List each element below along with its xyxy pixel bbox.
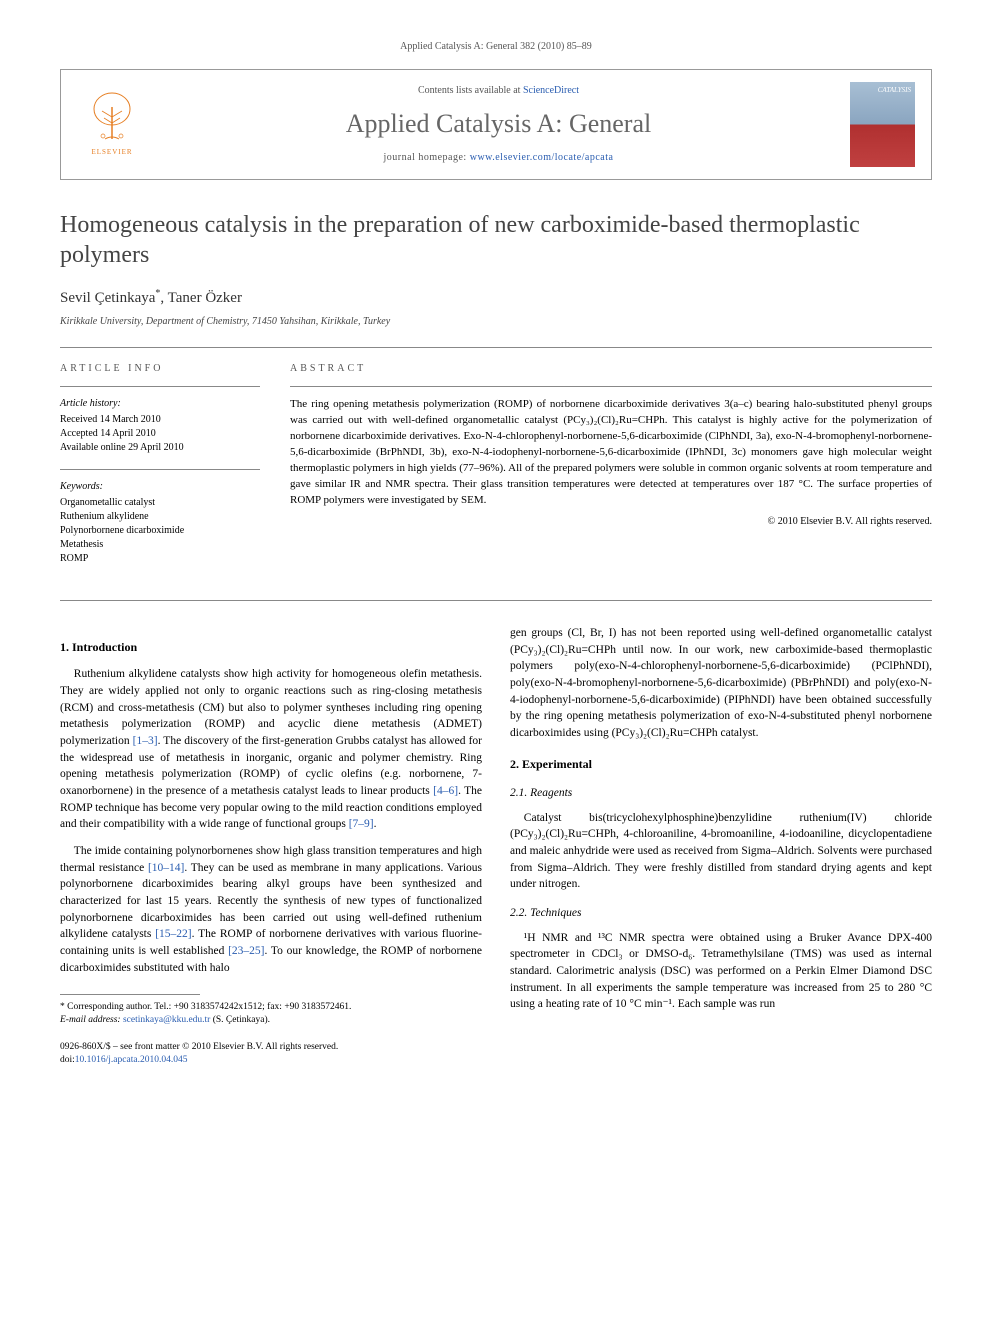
masthead-center: Contents lists available at ScienceDirec… (167, 84, 830, 164)
article-history-block: Article history: Received 14 March 2010 … (60, 397, 260, 455)
article-info-heading: article info (60, 362, 260, 376)
affiliation: Kirikkale University, Department of Chem… (60, 315, 932, 329)
intro-paragraph-2: The imide containing polynorbornenes sho… (60, 843, 482, 976)
section-heading-intro: 1. Introduction (60, 639, 482, 656)
footer-meta: 0926-860X/$ – see front matter © 2010 El… (60, 1041, 482, 1067)
corresponding-footnote: * Corresponding author. Tel.: +90 318357… (60, 1001, 482, 1027)
email-suffix: (S. Çetinkaya). (210, 1015, 270, 1025)
footnote-email-link[interactable]: scetinkaya@kku.edu.tr (123, 1015, 210, 1025)
email-label: E-mail address: (60, 1015, 123, 1025)
author-2: Taner Özker (168, 290, 242, 306)
sciencedirect-link[interactable]: ScienceDirect (523, 85, 579, 96)
subsection-heading-reagents: 2.1. Reagents (510, 785, 932, 802)
authors-line: Sevil Çetinkaya*, Taner Özker (60, 288, 932, 309)
elsevier-tree-icon (87, 91, 137, 146)
intro-paragraph-1: Ruthenium alkylidene catalysts show high… (60, 666, 482, 833)
journal-masthead: ELSEVIER Contents lists available at Sci… (60, 69, 932, 180)
journal-cover-thumbnail: CATALYSIS (850, 82, 915, 167)
elsevier-label: ELSEVIER (91, 148, 132, 158)
footer-doi-line: doi:10.1016/j.apcata.2010.04.045 (60, 1054, 482, 1067)
keyword: Ruthenium alkylidene (60, 510, 260, 524)
ref-link[interactable]: [23–25] (228, 945, 264, 957)
reagents-paragraph: Catalyst bis(tricyclohexylphosphine)benz… (510, 810, 932, 893)
author-separator: , (160, 290, 167, 306)
history-item: Received 14 March 2010 (60, 413, 260, 427)
footnote-email-line: E-mail address: scetinkaya@kku.edu.tr (S… (60, 1014, 482, 1027)
running-header: Applied Catalysis A: General 382 (2010) … (60, 40, 932, 54)
abstract-text: The ring opening metathesis polymerizati… (290, 397, 932, 509)
subsection-heading-techniques: 2.2. Techniques (510, 905, 932, 922)
doi-label: doi: (60, 1055, 75, 1065)
info-divider-2 (60, 469, 260, 470)
history-label: Article history: (60, 397, 260, 411)
body-columns: 1. Introduction Ruthenium alkylidene cat… (60, 625, 932, 1067)
article-title: Homogeneous catalysis in the preparation… (60, 210, 932, 270)
divider-bottom (60, 600, 932, 601)
cover-label: CATALYSIS (878, 86, 911, 96)
abstract-column: abstract The ring opening metathesis pol… (290, 362, 932, 580)
contents-prefix: Contents lists available at (418, 85, 523, 96)
keyword: ROMP (60, 552, 260, 566)
footnote-separator (60, 994, 200, 995)
footnote-corr: * Corresponding author. Tel.: +90 318357… (60, 1001, 482, 1014)
journal-homepage-line: journal homepage: www.elsevier.com/locat… (167, 151, 830, 165)
info-abstract-row: article info Article history: Received 1… (60, 362, 932, 580)
page-container: Applied Catalysis A: General 382 (2010) … (0, 0, 992, 1107)
keywords-label: Keywords: (60, 480, 260, 494)
abstract-copyright: © 2010 Elsevier B.V. All rights reserved… (290, 515, 932, 529)
abstract-divider (290, 386, 932, 387)
divider-top (60, 347, 932, 348)
ref-link[interactable]: [7–9] (349, 818, 374, 830)
techniques-paragraph: ¹H NMR and ¹³C NMR spectra were obtained… (510, 930, 932, 1013)
ref-link[interactable]: [15–22] (155, 928, 191, 940)
contents-available-line: Contents lists available at ScienceDirec… (167, 84, 830, 98)
ref-link[interactable]: [4–6] (433, 785, 458, 797)
elsevier-logo: ELSEVIER (77, 85, 147, 165)
homepage-prefix: journal homepage: (384, 152, 470, 163)
footer-line-1: 0926-860X/$ – see front matter © 2010 El… (60, 1041, 482, 1054)
history-item: Accepted 14 April 2010 (60, 427, 260, 441)
intro-p1-d: . (374, 818, 377, 830)
abstract-heading: abstract (290, 362, 932, 376)
journal-name: Applied Catalysis A: General (167, 106, 830, 142)
section-heading-experimental: 2. Experimental (510, 756, 932, 773)
ref-link[interactable]: [1–3] (133, 735, 158, 747)
keyword: Metathesis (60, 538, 260, 552)
journal-homepage-link[interactable]: www.elsevier.com/locate/apcata (470, 152, 614, 163)
keyword: Organometallic catalyst (60, 496, 260, 510)
article-info-column: article info Article history: Received 1… (60, 362, 260, 580)
history-item: Available online 29 April 2010 (60, 441, 260, 455)
info-divider-1 (60, 386, 260, 387)
intro-paragraph-2-continued: gen groups (Cl, Br, I) has not been repo… (510, 625, 932, 742)
keyword: Polynorbornene dicarboximide (60, 524, 260, 538)
keywords-block: Keywords: Organometallic catalyst Ruthen… (60, 480, 260, 566)
doi-link[interactable]: 10.1016/j.apcata.2010.04.045 (75, 1055, 188, 1065)
ref-link[interactable]: [10–14] (148, 862, 184, 874)
author-1: Sevil Çetinkaya (60, 290, 155, 306)
